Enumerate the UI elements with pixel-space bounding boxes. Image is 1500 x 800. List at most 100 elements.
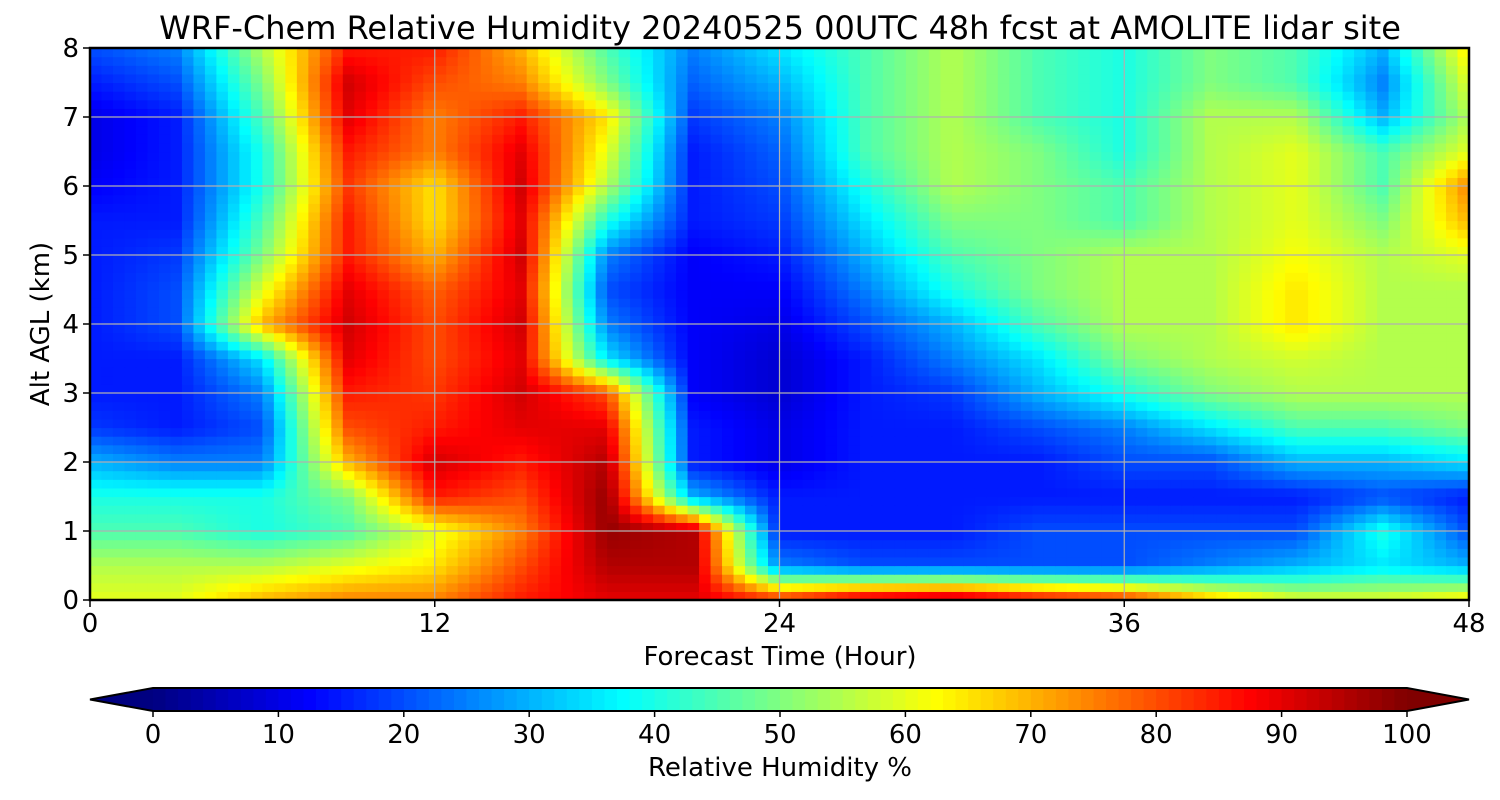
heatmap-cell: [1319, 453, 1332, 463]
heatmap-cell: [836, 410, 850, 420]
heatmap-cell: [1319, 280, 1332, 291]
heatmap-cell: [216, 513, 229, 523]
heatmap-cell: [733, 470, 746, 480]
heatmap-cell: [1423, 298, 1436, 308]
heatmap-cell: [354, 436, 367, 446]
heatmap-cell: [940, 367, 953, 377]
heatmap-cell: [492, 367, 505, 377]
heatmap-cell: [1423, 444, 1436, 454]
heatmap-cell: [607, 410, 620, 420]
heatmap-cell: [1112, 298, 1125, 308]
heatmap-cell: [1135, 427, 1148, 437]
heatmap-cell: [1216, 487, 1229, 498]
heatmap-cell: [1423, 332, 1436, 342]
heatmap-cell: [699, 263, 712, 273]
heatmap-cell: [699, 487, 712, 498]
heatmap-cell: [1296, 341, 1309, 351]
heatmap-cell: [239, 565, 252, 575]
heatmap-cell: [1147, 453, 1160, 463]
heatmap-cell: [227, 237, 240, 247]
heatmap-cell: [733, 444, 746, 454]
heatmap-cell: [710, 315, 723, 325]
heatmap-cell: [1135, 513, 1148, 523]
heatmap-cell: [1273, 470, 1286, 480]
heatmap-cell: [1158, 246, 1171, 256]
heatmap-cell: [779, 539, 792, 549]
heatmap-cell: [1342, 418, 1355, 429]
heatmap-cell: [365, 418, 378, 429]
heatmap-cell: [1216, 349, 1229, 360]
heatmap-cell: [538, 522, 551, 532]
heatmap-cell: [331, 556, 344, 567]
heatmap-cell: [273, 367, 286, 377]
heatmap-cell: [503, 272, 516, 282]
heatmap-cell: [940, 548, 953, 558]
heatmap-cell: [595, 418, 608, 429]
heatmap-cell: [147, 306, 160, 316]
heatmap-cell: [951, 272, 964, 282]
heatmap-cell: [664, 315, 677, 325]
heatmap-cell: [1285, 582, 1298, 592]
heatmap-cell: [170, 375, 183, 385]
heatmap-cell: [607, 375, 620, 385]
heatmap-cell: [699, 522, 712, 532]
heatmap-cell: [181, 384, 195, 394]
heatmap-cell: [457, 280, 470, 291]
heatmap-cell: [710, 427, 723, 437]
heatmap-cell: [492, 548, 505, 558]
heatmap-cell: [1112, 341, 1125, 351]
heatmap-cell: [308, 237, 321, 247]
heatmap-cell: [1296, 496, 1309, 506]
heatmap-cell: [1204, 315, 1217, 325]
heatmap-cell: [1101, 263, 1114, 273]
heatmap-cell: [239, 531, 252, 541]
heatmap-cell: [1055, 272, 1068, 282]
heatmap-cell: [1147, 531, 1160, 541]
heatmap-cell: [905, 591, 918, 600]
heatmap-cell: [135, 427, 149, 437]
heatmap-cell: [768, 496, 781, 506]
heatmap-cell: [400, 349, 413, 360]
heatmap-cell: [365, 332, 378, 342]
heatmap-cell: [90, 246, 103, 256]
heatmap-cell: [1262, 453, 1275, 463]
heatmap-cell: [365, 393, 378, 403]
heatmap-cell: [1009, 263, 1022, 273]
heatmap-cell: [871, 513, 884, 523]
heatmap-cell: [377, 315, 390, 325]
heatmap-cell: [549, 574, 562, 584]
heatmap-cell: [1331, 332, 1344, 342]
heatmap-cell: [147, 367, 160, 377]
heatmap-cell: [848, 513, 861, 523]
heatmap-cell: [411, 496, 424, 506]
heatmap-cell: [618, 418, 631, 429]
heatmap-cell: [1273, 487, 1286, 498]
heatmap-cell: [1411, 487, 1424, 498]
heatmap-cell: [1193, 280, 1206, 291]
heatmap-cell: [250, 444, 263, 454]
heatmap-cell: [722, 298, 735, 308]
heatmap-cell: [1089, 453, 1102, 463]
heatmap-cell: [216, 531, 229, 541]
heatmap-cell: [1400, 306, 1413, 316]
heatmap-cell: [1032, 453, 1045, 463]
heatmap-cell: [905, 462, 918, 472]
heatmap-cell: [1273, 565, 1286, 575]
heatmap-cell: [1216, 505, 1229, 515]
heatmap-cell: [986, 367, 999, 377]
heatmap-cell: [859, 324, 873, 334]
heatmap-cell: [193, 367, 206, 377]
heatmap-cell: [1009, 255, 1022, 265]
heatmap-cell: [722, 539, 735, 549]
heatmap-cell: [699, 513, 712, 523]
heatmap-cell: [90, 453, 103, 463]
heatmap-cell: [1262, 574, 1275, 584]
heatmap-cell: [457, 591, 470, 600]
heatmap-cell: [963, 358, 976, 368]
heatmap-cell: [1354, 556, 1367, 567]
heatmap-cell: [745, 418, 758, 429]
heatmap-cell: [1285, 263, 1298, 273]
heatmap-cell: [1147, 470, 1160, 480]
heatmap-cell: [170, 410, 183, 420]
heatmap-cell: [1181, 263, 1194, 273]
